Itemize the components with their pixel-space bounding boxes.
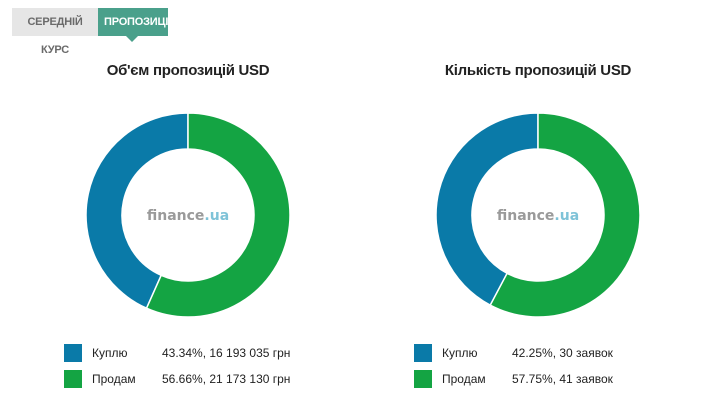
legend-item-buy[interactable]: Куплю 43.34%, 16 193 035 грн — [64, 342, 354, 364]
watermark-suffix: .ua — [554, 208, 579, 224]
legend-item-sell[interactable]: Продам 56.66%, 21 173 130 грн — [64, 368, 354, 390]
slice-sell[interactable] — [489, 112, 641, 318]
legend-item-buy[interactable]: Куплю 42.25%, 30 заявок — [414, 342, 704, 364]
watermark-brand: finance — [147, 208, 205, 224]
legend: Куплю 43.34%, 16 193 035 грн Продам 56.6… — [64, 342, 354, 394]
legend-swatch-sell — [414, 370, 432, 388]
legend-label: Продам — [442, 372, 486, 386]
legend-swatch-sell — [64, 370, 82, 388]
legend-value: 57.75%, 41 заявок — [512, 372, 613, 386]
donut-chart: finance.ua — [85, 112, 291, 318]
watermark-logo: finance.ua — [147, 208, 229, 224]
legend-label: Куплю — [442, 346, 478, 360]
legend: Куплю 42.25%, 30 заявок Продам 57.75%, 4… — [414, 342, 704, 394]
legend-value: 42.25%, 30 заявок — [512, 346, 613, 360]
volume-chart-panel: Об'єм пропозицій USD finance.ua Куплю 43… — [28, 0, 348, 400]
slice-buy[interactable] — [85, 112, 189, 310]
chart-title: Кількість пропозицій USD — [444, 62, 632, 79]
legend-swatch-buy — [414, 344, 432, 362]
slice-buy[interactable] — [435, 112, 539, 307]
tab-bar: СЕРЕДНІЙ КУРС ПРОПОЗИЦІЇ — [12, 8, 171, 56]
count-chart-panel: Кількість пропозицій USD finance.ua Купл… — [378, 0, 698, 400]
legend-label: Продам — [92, 372, 136, 386]
watermark-suffix: .ua — [204, 208, 229, 224]
legend-label: Куплю — [92, 346, 128, 360]
watermark-logo: finance.ua — [497, 208, 579, 224]
legend-item-sell[interactable]: Продам 57.75%, 41 заявок — [414, 368, 704, 390]
legend-value: 56.66%, 21 173 130 грн — [162, 372, 291, 386]
legend-swatch-buy — [64, 344, 82, 362]
chart-title: Об'єм пропозицій USD — [106, 62, 270, 79]
slice-sell[interactable] — [145, 112, 291, 318]
tab-average-rate[interactable]: СЕРЕДНІЙ КУРС — [12, 8, 98, 56]
legend-value: 43.34%, 16 193 035 грн — [162, 346, 291, 360]
donut-chart: finance.ua — [435, 112, 641, 318]
tab-offers[interactable]: ПРОПОЗИЦІЇ — [98, 8, 171, 42]
watermark-brand: finance — [497, 208, 555, 224]
